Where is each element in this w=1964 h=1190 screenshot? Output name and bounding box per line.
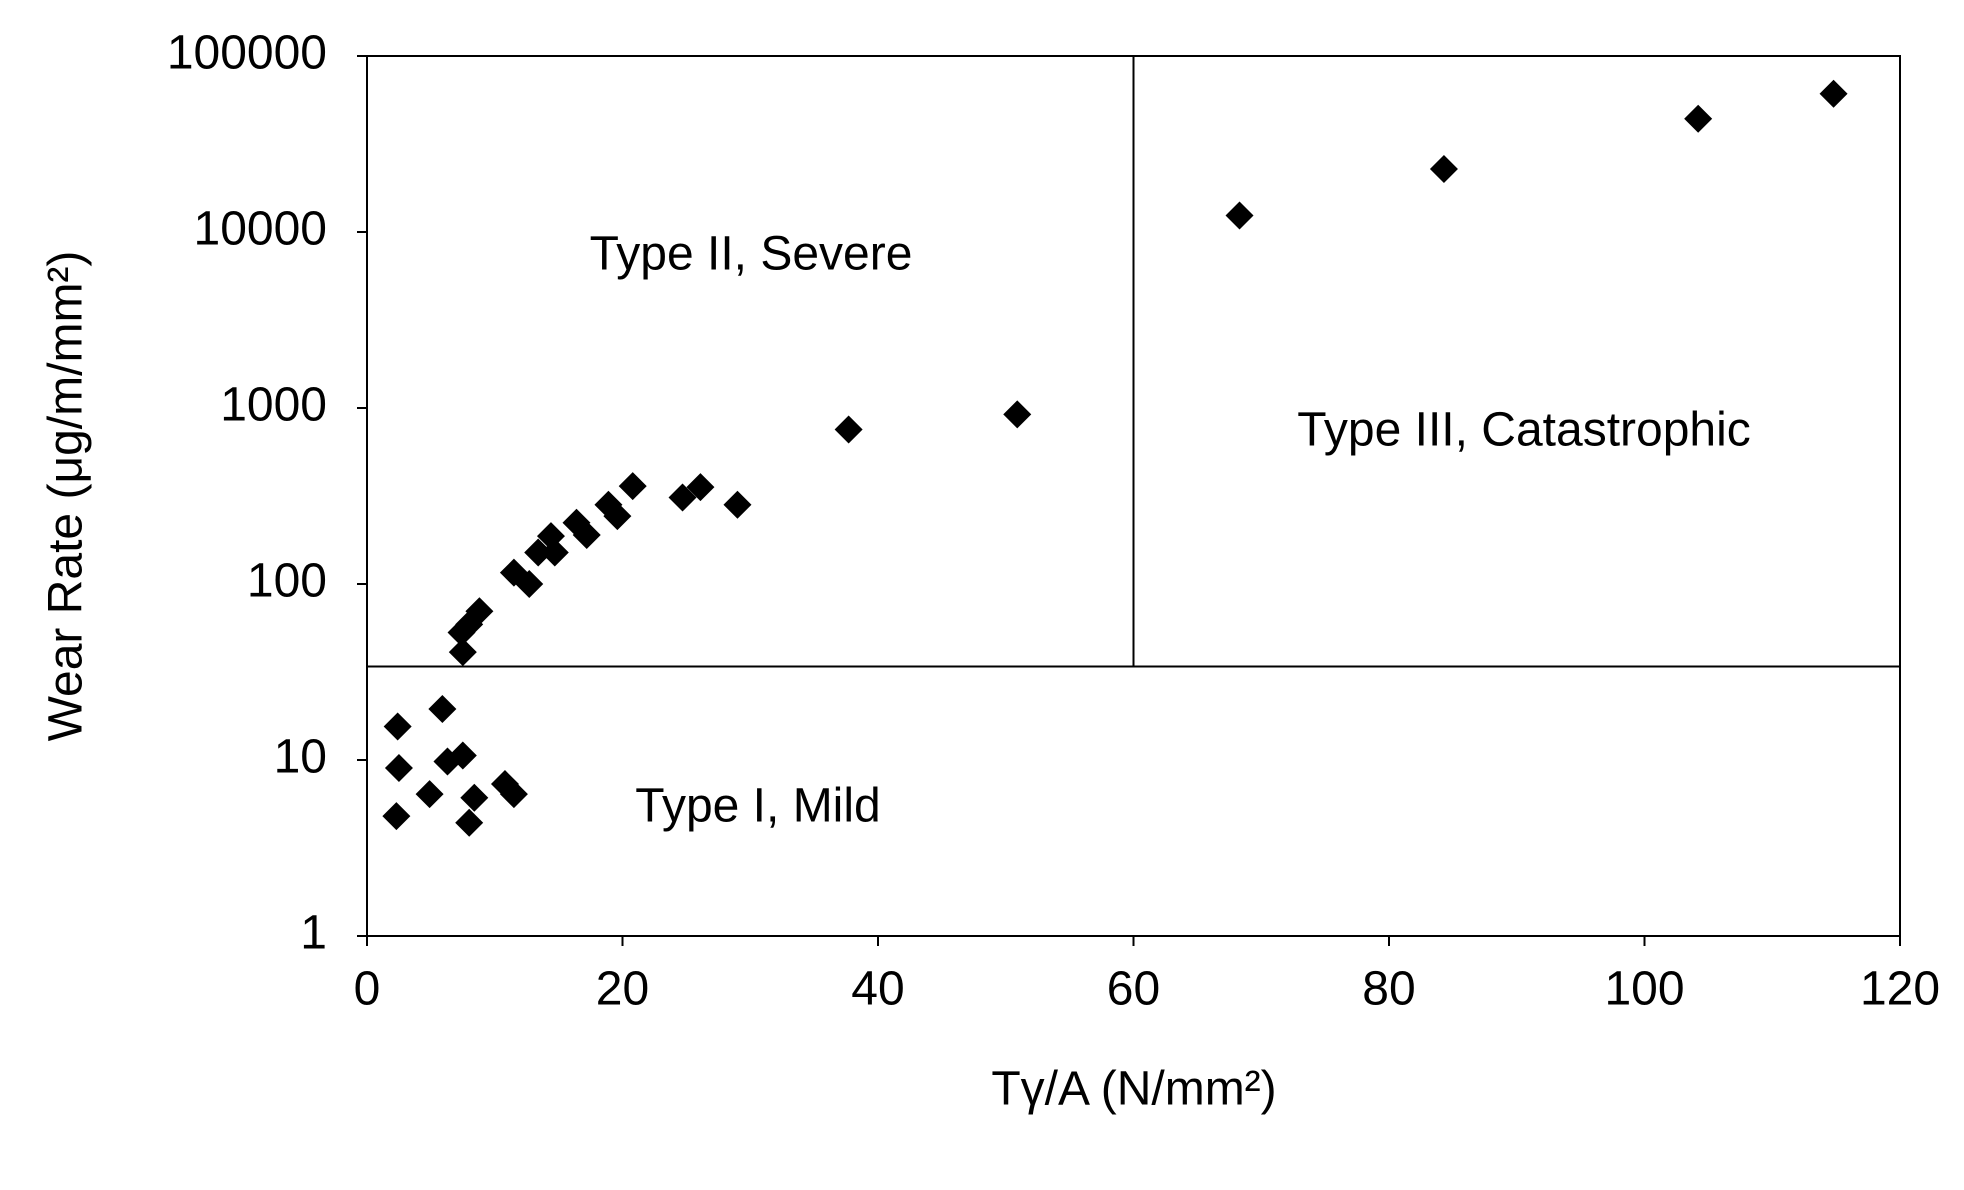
x-tick-label: 40 <box>851 963 904 1016</box>
data-point <box>499 780 528 809</box>
y-axis-label: Wear Rate (μg/m/mm²) <box>40 251 93 742</box>
y-tick-label: 100 <box>247 555 327 608</box>
data-point <box>382 802 411 831</box>
data-point <box>1429 155 1458 184</box>
x-axis-label: Tγ/A (N/mm²) <box>991 1063 1276 1116</box>
y-tick-label: 10000 <box>194 203 327 256</box>
data-point <box>383 712 412 741</box>
annotation: Type III, Catastrophic <box>1297 404 1751 457</box>
x-tick-label: 80 <box>1362 963 1415 1016</box>
data-point <box>618 472 647 501</box>
data-point <box>447 618 476 647</box>
data-point <box>723 490 752 519</box>
data-point <box>1225 201 1254 230</box>
data-point <box>448 741 477 770</box>
y-tick-label: 10 <box>274 731 327 784</box>
data-point <box>834 415 863 444</box>
data-point <box>415 780 444 809</box>
data-point <box>1003 400 1032 429</box>
data-point <box>428 694 457 723</box>
y-tick-label: 1000 <box>220 379 327 432</box>
data-point <box>455 808 484 837</box>
data-point <box>1819 79 1848 108</box>
data-point <box>524 538 553 567</box>
x-tick-label: 120 <box>1860 963 1940 1016</box>
data-point <box>668 483 697 512</box>
data-point <box>499 558 528 587</box>
data-point <box>460 783 489 812</box>
data-point <box>540 538 569 567</box>
x-tick-label: 20 <box>596 963 649 1016</box>
data-point <box>594 490 623 519</box>
annotation: Type II, Severe <box>590 228 913 281</box>
y-tick-label: 1 <box>300 907 327 960</box>
x-tick-label: 0 <box>354 963 381 1016</box>
data-point <box>562 508 591 537</box>
annotation: Type I, Mild <box>635 780 880 833</box>
x-tick-label: 60 <box>1107 963 1160 1016</box>
data-point <box>384 754 413 783</box>
data-point <box>448 638 477 667</box>
data-point <box>686 473 715 502</box>
x-tick-label: 100 <box>1604 963 1684 1016</box>
y-tick-label: 100000 <box>167 27 327 80</box>
data-point <box>1684 104 1713 133</box>
